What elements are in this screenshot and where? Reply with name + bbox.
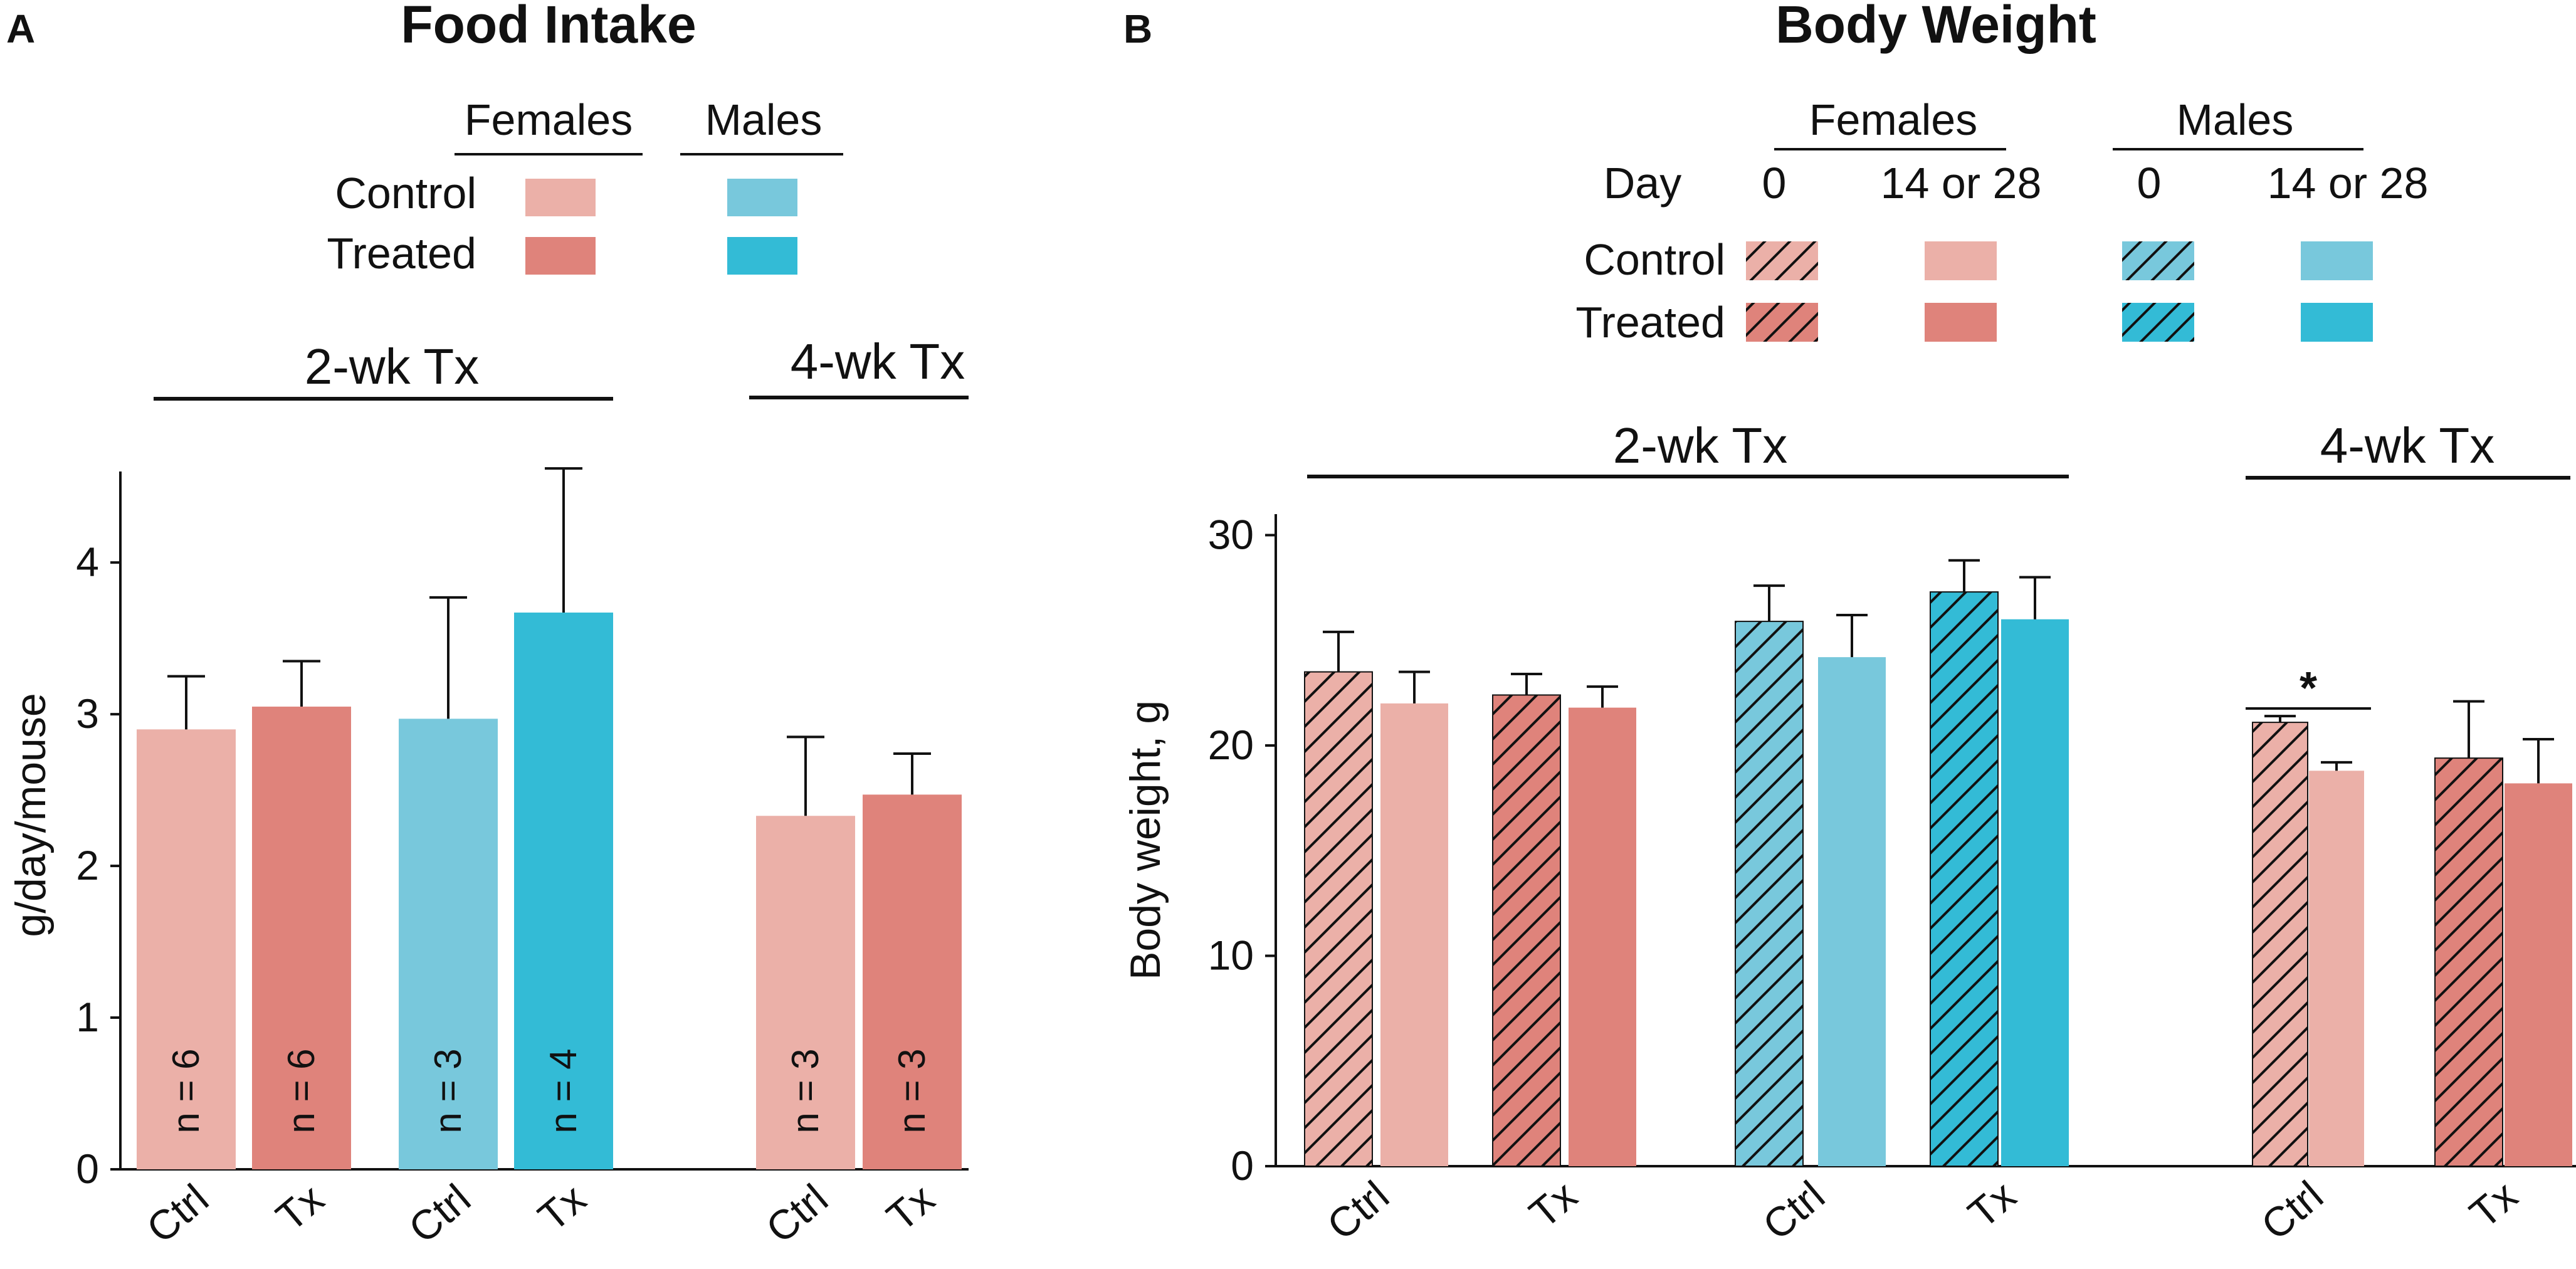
panel-a-n-label: n = 6 <box>165 1048 207 1133</box>
panel-b-bar-hatch <box>1930 591 1999 1167</box>
legend-b-male-control-end-swatch <box>2301 241 2373 280</box>
panel-a: A Food Intake Females Males Control Trea… <box>6 0 969 1252</box>
panel-a-n-label: n = 3 <box>891 1048 933 1133</box>
legend-b-dayend-female: 14 or 28 <box>1881 159 2042 208</box>
panel-b-bar <box>2001 619 2069 1166</box>
panel-b-y-tick-label: 20 <box>1208 722 1254 768</box>
panel-b-x-tick-label: Ctrl <box>1754 1172 1833 1249</box>
legend-males-label: Males <box>705 95 823 144</box>
legend-male-control-swatch <box>727 179 797 216</box>
panel-b-x-tick-label: Ctrl <box>1318 1172 1397 1249</box>
panel-a-x-tick-label: Tx <box>267 1175 332 1240</box>
legend-b-male-control-day0-hatch <box>2122 241 2194 280</box>
panel-a-letter: A <box>6 6 35 51</box>
panel-b-bar-hatch <box>1735 621 1804 1167</box>
panel-a-group-4wk-label: 4-wk Tx <box>791 334 965 389</box>
panel-b-bar-hatch <box>1492 694 1561 1167</box>
legend-female-control-swatch <box>525 179 596 216</box>
panel-a-bar <box>756 816 855 1169</box>
legend-b-female-control-day0-hatch <box>1746 241 1818 280</box>
panel-a-n-label: n = 3 <box>427 1048 469 1133</box>
panel-a-y-tick-label: 2 <box>76 842 99 888</box>
legend-b-male-treated-day0-hatch <box>2122 303 2194 342</box>
panel-b-legend: Females Males Day 0 14 or 28 0 14 or 28 … <box>1575 95 2428 347</box>
panel-a-y-ticks: 0 1 2 3 4 <box>76 539 120 1192</box>
panel-a-group-2wk-label: 2-wk Tx <box>305 339 480 394</box>
panel-a-y-tick-label: 0 <box>76 1145 99 1192</box>
panel-b: B Body Weight Females Males Day 0 14 or … <box>1122 0 2576 1249</box>
panel-b-x-tick-label: Tx <box>1520 1172 1585 1237</box>
legend-male-treated-swatch <box>727 237 797 275</box>
panel-b-bar-hatch <box>2252 722 2308 1167</box>
panel-b-y-tick-label: 10 <box>1208 932 1254 979</box>
legend-b-female-treated-end-swatch <box>1925 303 1997 342</box>
panel-b-x-tick-label: Tx <box>2461 1172 2526 1237</box>
panel-b-y-label: Body weight, g <box>1122 700 1169 980</box>
legend-females-label: Females <box>465 95 633 144</box>
panel-b-y-tick-label: 0 <box>1231 1142 1254 1189</box>
legend-b-day0-female: 0 <box>1762 159 1787 208</box>
legend-female-treated-swatch <box>525 237 596 275</box>
panel-b-y-tick-label: 30 <box>1208 512 1254 558</box>
panel-a-y-label: g/day/mouse <box>7 693 55 937</box>
legend-b-treated-label: Treated <box>1575 298 1725 347</box>
panel-b-bar <box>1380 703 1448 1166</box>
legend-b-dayend-male: 14 or 28 <box>2268 159 2429 208</box>
panel-a-bar <box>252 707 351 1169</box>
panel-b-bar <box>2505 783 2572 1166</box>
legend-b-day-label: Day <box>1604 159 1681 208</box>
panel-a-x-tick-label: Tx <box>878 1175 943 1240</box>
panel-b-bar-hatch <box>1304 671 1373 1167</box>
legend-b-control-label: Control <box>1584 235 1725 284</box>
legend-b-males-label: Males <box>2177 95 2294 144</box>
legend-control-label: Control <box>335 169 476 218</box>
panel-a-x-tick-label: Ctrl <box>138 1175 217 1252</box>
panel-a-x-tick-label: Ctrl <box>400 1175 479 1252</box>
panel-b-significance-star: * <box>2300 663 2317 713</box>
legend-treated-label: Treated <box>327 229 476 278</box>
panel-b-group-4wk-label: 4-wk Tx <box>2320 418 2495 473</box>
panel-b-letter: B <box>1123 6 1152 51</box>
legend-b-male-treated-end-swatch <box>2301 303 2373 342</box>
panel-a-legend: Females Males Control Treated <box>327 95 843 278</box>
panel-a-n-label: n = 3 <box>784 1048 826 1133</box>
panel-b-bar <box>2309 771 2364 1166</box>
panel-a-bar <box>137 729 236 1169</box>
panel-a-y-tick-label: 1 <box>76 994 99 1040</box>
panel-b-bar <box>1818 657 1886 1166</box>
panel-a-x-tick-label: Ctrl <box>757 1175 836 1252</box>
panel-b-x-tick-label: Tx <box>1959 1172 2024 1237</box>
panel-b-y-ticks: 0 10 20 30 <box>1208 512 1276 1189</box>
panel-a-title: Food Intake <box>401 0 696 54</box>
panel-a-x-tick-label: Tx <box>529 1175 594 1240</box>
panel-a-n-label: n = 6 <box>280 1048 322 1133</box>
panel-b-x-tick-label: Ctrl <box>2253 1172 2332 1249</box>
panel-a-bars: n = 6 Ctrl n = 6 Tx n = 3 Ctrl n = 4 Tx n = 3 Ctr… <box>137 467 962 1252</box>
legend-b-female-control-end-swatch <box>1925 241 1997 280</box>
panel-a-bar <box>863 794 962 1169</box>
legend-b-females-label: Females <box>1809 95 1977 144</box>
panel-b-group-2wk-label: 2-wk Tx <box>1613 418 1788 473</box>
legend-b-female-treated-day0-hatch <box>1746 303 1818 342</box>
panel-a-y-tick-label: 4 <box>76 539 99 585</box>
panel-a-y-tick-label: 3 <box>76 690 99 737</box>
legend-b-day0-male: 0 <box>2137 159 2162 208</box>
panel-b-bar <box>1569 707 1636 1166</box>
panel-b-bars: Ctrl Tx Ctrl Tx Ctrl Tx <box>1304 559 2572 1249</box>
panel-b-bar-hatch <box>2434 757 2503 1167</box>
panel-a-bar <box>514 613 613 1169</box>
panel-a-n-label: n = 4 <box>542 1048 584 1133</box>
panel-b-title: Body Weight <box>1775 0 2096 54</box>
panel-a-bar <box>399 719 498 1169</box>
